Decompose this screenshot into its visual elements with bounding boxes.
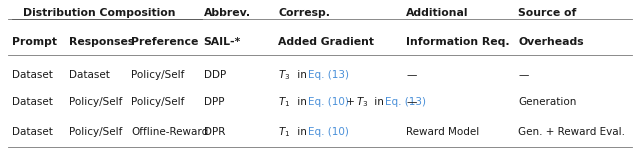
Text: Policy/Self: Policy/Self <box>69 127 122 137</box>
Text: $T_1$: $T_1$ <box>278 125 291 139</box>
Text: DPR: DPR <box>204 127 225 137</box>
Text: Prompt: Prompt <box>12 37 56 47</box>
Text: —: — <box>406 70 417 80</box>
Text: Offline-Reward: Offline-Reward <box>131 127 209 137</box>
Text: Overheads: Overheads <box>518 37 584 47</box>
Text: Gen. + Reward Eval.: Gen. + Reward Eval. <box>518 127 625 137</box>
Text: Responses: Responses <box>69 37 134 47</box>
Text: Eq. (13): Eq. (13) <box>308 70 349 80</box>
Text: Dataset: Dataset <box>12 97 52 107</box>
Text: SAIL-*: SAIL-* <box>204 37 241 47</box>
Text: in: in <box>294 70 310 80</box>
Text: in: in <box>371 97 387 107</box>
Text: —: — <box>518 70 529 80</box>
Text: Policy/Self: Policy/Self <box>131 97 184 107</box>
Text: Dataset: Dataset <box>12 70 52 80</box>
Text: in: in <box>294 127 310 137</box>
Text: Reward Model: Reward Model <box>406 127 479 137</box>
Text: $T_1$: $T_1$ <box>278 95 291 109</box>
Text: in: in <box>294 97 310 107</box>
Text: Dataset: Dataset <box>69 70 110 80</box>
Text: $T_3$: $T_3$ <box>356 95 368 109</box>
Text: Eq. (10): Eq. (10) <box>308 127 349 137</box>
Text: Information Req.: Information Req. <box>406 37 510 47</box>
Text: Additional: Additional <box>406 9 469 18</box>
Text: DDP: DDP <box>204 70 226 80</box>
Text: Dataset: Dataset <box>12 127 52 137</box>
Text: Generation: Generation <box>518 97 577 107</box>
Text: Source of: Source of <box>518 9 577 18</box>
Text: Distribution Composition: Distribution Composition <box>23 9 175 18</box>
Text: $T_3$: $T_3$ <box>278 68 291 82</box>
Text: Eq. (10): Eq. (10) <box>308 97 349 107</box>
Text: Preference: Preference <box>131 37 198 47</box>
Text: Corresp.: Corresp. <box>278 9 330 18</box>
Text: Policy/Self: Policy/Self <box>69 97 122 107</box>
Text: Abbrev.: Abbrev. <box>204 9 251 18</box>
Text: Added Gradient: Added Gradient <box>278 37 374 47</box>
Text: +: + <box>343 97 358 107</box>
Text: DPP: DPP <box>204 97 224 107</box>
Text: Eq. (13): Eq. (13) <box>385 97 426 107</box>
Text: —: — <box>406 97 417 107</box>
Text: Policy/Self: Policy/Self <box>131 70 184 80</box>
